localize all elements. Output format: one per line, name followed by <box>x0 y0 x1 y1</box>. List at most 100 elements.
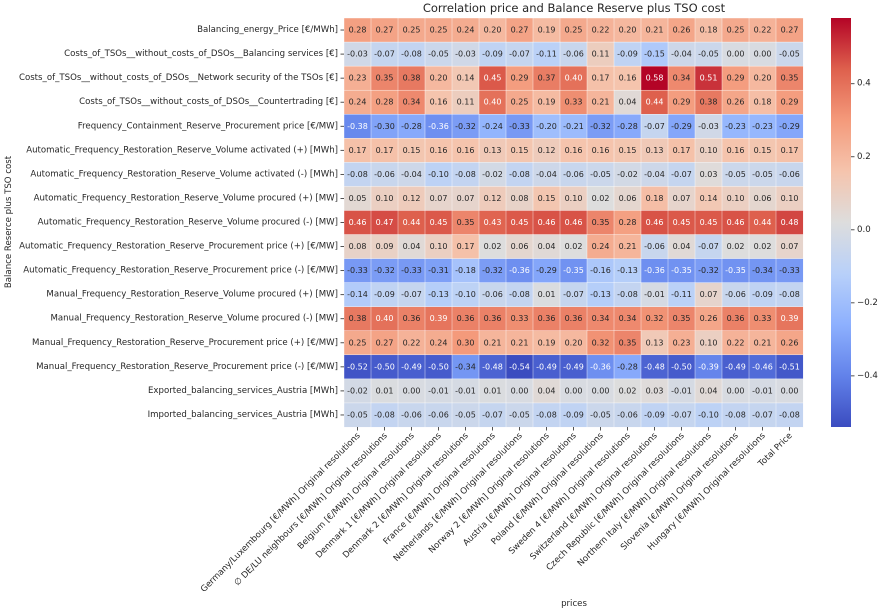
heatmap-cell-label: 0.36 <box>457 314 475 323</box>
y-tick-label: Automatic_Frequency_Restoration_Reserve_… <box>30 169 338 179</box>
heatmap-cell <box>721 234 750 260</box>
heatmap-cell <box>370 89 399 115</box>
heatmap-cell-label: -0.04 <box>644 170 665 179</box>
heatmap-cell-label: 0.10 <box>700 146 718 155</box>
heatmap-cell-label: 0.15 <box>511 146 529 155</box>
heatmap-cell-label: -0.07 <box>644 122 665 131</box>
heatmap-cell <box>613 258 642 284</box>
heatmap-cell <box>775 89 804 115</box>
heatmap-cell <box>613 65 642 91</box>
heatmap-cell-label: 0.00 <box>781 386 799 395</box>
heatmap-cell <box>640 65 669 91</box>
heatmap-cell <box>478 378 507 404</box>
heatmap-cell-label: 0.02 <box>592 194 610 203</box>
heatmap-cell <box>775 186 804 211</box>
heatmap-cell-label: 0.15 <box>619 146 637 155</box>
heatmap-cell-label: 0.51 <box>700 74 718 83</box>
heatmap-cell-label: -0.07 <box>671 410 692 419</box>
heatmap-cell-label: 0.30 <box>457 338 475 347</box>
heatmap-cell <box>640 186 669 211</box>
heatmap-cell-label: 0.02 <box>754 242 772 251</box>
heatmap-cell-label: -0.28 <box>617 362 638 371</box>
heatmap-cell <box>640 354 669 380</box>
heatmap-cell-label: 0.03 <box>646 386 664 395</box>
heatmap-cell-label: 0.04 <box>619 98 637 107</box>
heatmap-cell <box>397 210 426 236</box>
heatmap-cell-label: 0.10 <box>430 242 448 251</box>
heatmap-cell-label: 0.21 <box>592 98 610 107</box>
heatmap-cell <box>397 162 426 187</box>
heatmap-cell <box>424 65 453 91</box>
heatmap-cell-label: -0.09 <box>482 50 503 59</box>
heatmap-cell-label: -0.34 <box>455 362 476 371</box>
heatmap-cell <box>775 378 804 404</box>
heatmap-cell <box>640 282 669 308</box>
heatmap-cell <box>694 17 723 43</box>
heatmap-cell-label: 0.03 <box>700 170 718 179</box>
heatmap-cell <box>775 114 804 139</box>
heatmap-cell <box>370 330 399 356</box>
heatmap-cell-label: -0.20 <box>536 122 557 131</box>
heatmap-cell <box>559 114 588 139</box>
heatmap-cell-label: 0.28 <box>349 26 367 35</box>
heatmap-cell <box>586 41 615 67</box>
heatmap-cell-label: -0.08 <box>536 410 557 419</box>
heatmap-cell-label: 0.11 <box>457 98 475 107</box>
heatmap-cell-label: -0.15 <box>644 50 665 59</box>
heatmap-cell <box>586 402 615 428</box>
heatmap-cell-label: -0.01 <box>428 386 449 395</box>
x-axis-title: prices <box>561 599 587 609</box>
heatmap-cell-label: -0.06 <box>725 290 746 299</box>
heatmap-cell <box>451 65 480 91</box>
heatmap-cell-label: 0.13 <box>646 146 664 155</box>
heatmap-cell-label: -0.11 <box>671 290 692 299</box>
heatmap-cell-label: 0.22 <box>754 26 772 35</box>
heatmap-cell <box>694 114 723 139</box>
heatmap-cell <box>748 89 777 115</box>
heatmap-cell-label: 0.01 <box>376 386 394 395</box>
heatmap-cell <box>532 65 561 91</box>
heatmap-cell <box>343 282 372 308</box>
heatmap-cell <box>694 162 723 187</box>
heatmap-cell-label: -0.49 <box>563 362 584 371</box>
heatmap-cell-label: -0.39 <box>698 362 719 371</box>
heatmap-cell-label: -0.08 <box>779 290 800 299</box>
heatmap-cell-label: -0.24 <box>482 122 503 131</box>
heatmap-cell-label: -0.31 <box>428 266 449 275</box>
heatmap-cell-label: 0.06 <box>619 194 637 203</box>
heatmap-cell <box>640 17 669 43</box>
heatmap-cell <box>424 138 453 163</box>
heatmap-cell-label: -0.05 <box>455 410 476 419</box>
heatmap-cell-label: -0.11 <box>536 50 557 59</box>
colorbar-tick-label: −0.2 <box>857 298 878 308</box>
heatmap-cell <box>451 186 480 211</box>
heatmap-cell <box>640 258 669 284</box>
heatmap-cell-label: 0.25 <box>511 98 529 107</box>
heatmap-cell <box>370 234 399 260</box>
heatmap-cell-label: 0.46 <box>538 218 556 227</box>
heatmap-cell-label: 0.16 <box>619 74 637 83</box>
heatmap-cell <box>559 330 588 356</box>
heatmap-cell-label: -0.01 <box>671 386 692 395</box>
colorbar <box>831 18 851 427</box>
heatmap-cell <box>775 17 804 43</box>
heatmap-cell <box>451 41 480 67</box>
y-axis-title: Balance Reserce plus TSO cost <box>4 155 14 288</box>
heatmap-cell <box>478 17 507 43</box>
heatmap-cell <box>451 258 480 284</box>
heatmap-cell-label: -0.06 <box>374 170 395 179</box>
heatmap-cell <box>559 378 588 404</box>
heatmap-cell <box>505 354 534 380</box>
heatmap-cell-label: 0.05 <box>349 194 367 203</box>
heatmap-cell <box>478 330 507 356</box>
heatmap-cell-label: 0.44 <box>646 98 664 107</box>
heatmap-cell-label: -0.29 <box>536 266 557 275</box>
heatmap-cell <box>397 65 426 91</box>
heatmap-cell-label: -0.23 <box>725 122 746 131</box>
heatmap-cell-label: -0.32 <box>698 266 719 275</box>
heatmap-cell <box>343 234 372 260</box>
heatmap-cell <box>667 330 696 356</box>
heatmap-cell-label: 0.10 <box>376 194 394 203</box>
heatmap-cell <box>721 65 750 91</box>
heatmap-cell-label: 0.02 <box>565 242 583 251</box>
